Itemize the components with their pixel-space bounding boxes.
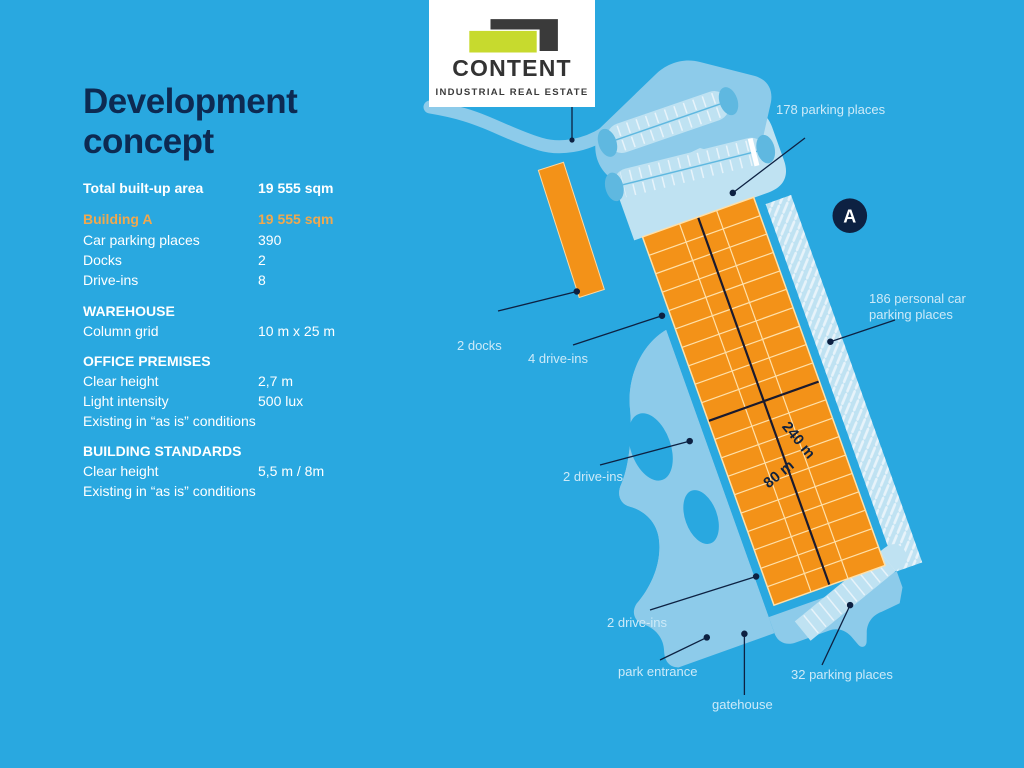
svg-text:178 parking places: 178 parking places	[776, 102, 886, 117]
svg-text:2 drive-ins: 2 drive-ins	[563, 469, 623, 484]
svg-text:186 personal car: 186 personal car	[869, 291, 967, 306]
svg-text:4 drive-ins: 4 drive-ins	[528, 351, 588, 366]
svg-text:gatehouse: gatehouse	[712, 697, 773, 712]
svg-text:32 parking places: 32 parking places	[791, 667, 893, 682]
svg-text:A: A	[843, 207, 856, 227]
svg-text:parking places: parking places	[869, 307, 953, 322]
svg-text:2 docks: 2 docks	[457, 338, 502, 353]
svg-text:2 drive-ins: 2 drive-ins	[607, 615, 667, 630]
svg-text:park entrance: park entrance	[618, 664, 698, 679]
